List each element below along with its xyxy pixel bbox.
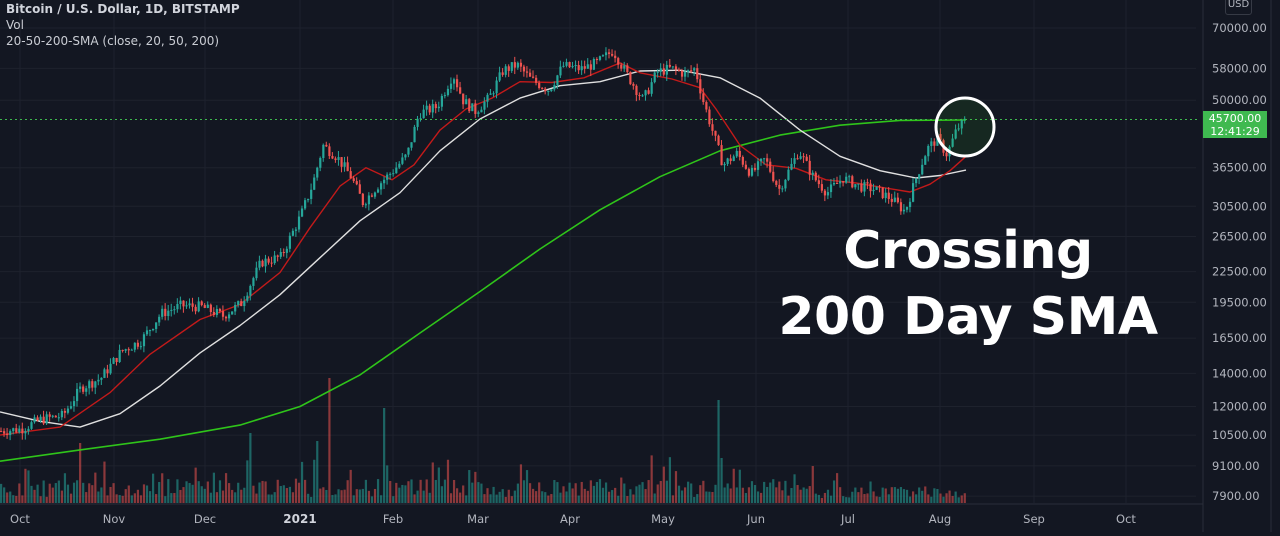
time-tick-label: Feb [383,512,403,526]
price-tick-label: 12000.00 [1212,399,1267,413]
sma50-line [0,69,967,428]
time-tick-label: 2021 [283,512,316,526]
highlight-circle [934,96,996,158]
price-tick-label: 10500.00 [1212,428,1267,442]
time-tick-label: Dec [194,512,216,526]
time-tick-label: Jun [746,512,765,526]
price-tick-label: 50000.00 [1212,93,1267,107]
time-tick-label: Jul [840,512,855,526]
bar-countdown: 12:41:29 [1210,125,1260,138]
last-price-value: 45700.00 [1208,112,1262,125]
annotation-line-1: Crossing [843,221,1093,281]
time-tick-label: Aug [929,512,951,526]
volume-legend[interactable]: Vol [6,18,24,32]
price-tick-label: 22500.00 [1212,265,1267,279]
candlestick-series [0,47,966,441]
price-tick-label: 14000.00 [1212,366,1267,380]
sma200-line [0,119,967,462]
symbol-title[interactable]: Bitcoin / U.S. Dollar, 1D, BITSTAMP [6,2,240,16]
currency-badge[interactable]: USD [1225,0,1252,15]
price-axis[interactable]: 70000.00 58000.00 50000.00 36500.00 30500.00… [1202,0,1272,532]
price-tick-label: 7900.00 [1212,489,1260,503]
time-tick-label: Nov [103,512,126,526]
time-tick-label: Apr [560,512,580,526]
time-tick-label: Oct [1116,512,1136,526]
price-tick-label: 26500.00 [1212,229,1267,243]
price-tick-label: 19500.00 [1212,295,1267,309]
time-tick-label: Mar [467,512,489,526]
price-tick-label: 58000.00 [1212,61,1267,75]
time-axis[interactable]: Oct Nov Dec 2021 Feb Mar Apr May Jun Jul Aug Sep Oct [0,503,1203,526]
annotation-line-2: 200 Day SMA [778,287,1158,347]
time-tick-label: May [651,512,675,526]
last-price-tag: 45700.00 12:41:29 [1203,111,1267,138]
chart-legend: Bitcoin / U.S. Dollar, 1D, BITSTAMP Vol … [6,1,240,49]
chart-annotation: Crossing 200 Day SMA [768,218,1168,350]
time-tick-label: Sep [1023,512,1045,526]
sma-indicator-legend[interactable]: 20-50-200-SMA (close, 20, 50, 200) [6,34,220,48]
price-tick-label: 16500.00 [1212,331,1267,345]
volume-bars [0,378,966,503]
price-tick-label: 36500.00 [1212,161,1267,175]
price-tick-label: 70000.00 [1212,21,1267,35]
time-tick-label: Oct [10,512,30,526]
price-tick-label: 9100.00 [1212,459,1260,473]
price-tick-label: 30500.00 [1212,199,1267,213]
